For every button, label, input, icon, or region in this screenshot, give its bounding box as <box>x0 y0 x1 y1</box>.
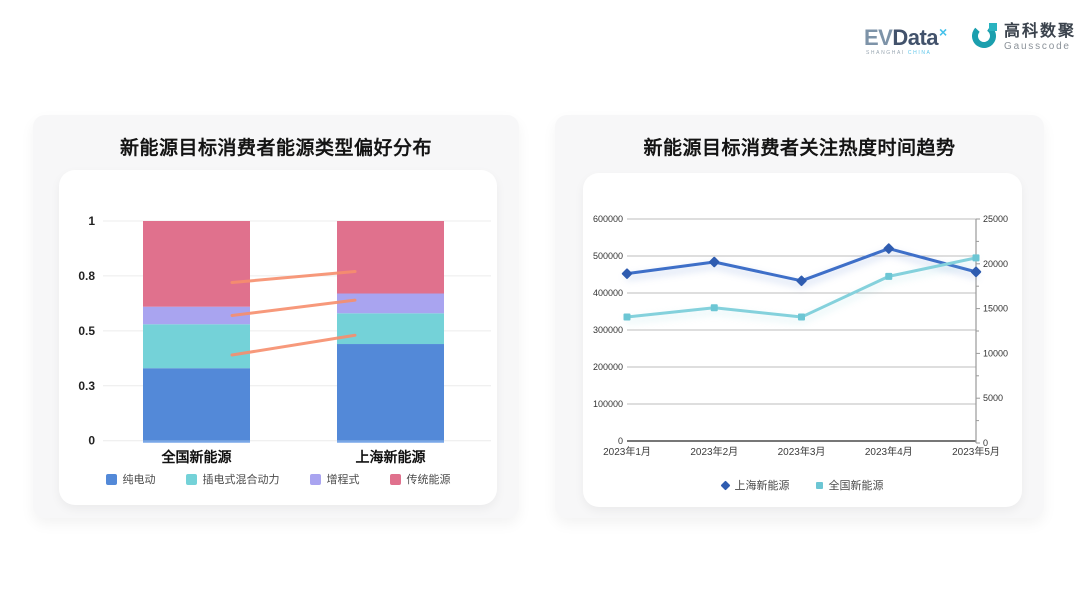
y-tick-label: 0.3 <box>78 379 95 393</box>
data-point-marker[interactable] <box>798 313 805 321</box>
bar-chart-title: 新能源目标消费者能源类型偏好分布 <box>119 138 432 159</box>
left-y-tick-label: 300000 <box>593 325 623 335</box>
connector-line <box>230 333 357 357</box>
right-y-tick-label: 20000 <box>983 259 1008 269</box>
evdata-x-icon: × <box>939 24 947 40</box>
evdata-logo-text: EVData× <box>864 24 947 50</box>
x-tick-label: 2023年5月 <box>952 445 1000 458</box>
bar-segment[interactable] <box>337 293 444 314</box>
x-tick-label: 2023年2月 <box>690 445 738 458</box>
bar-segment[interactable] <box>143 368 250 441</box>
bar-chart-panel: 0 0.3 0.5 0.8 1 全国新能源 上海新能源 纯电动 插电式混合动力 增程式 … <box>59 170 497 505</box>
data-point-marker[interactable] <box>709 256 720 268</box>
x-tick-label: 2023年1月 <box>603 445 651 458</box>
data-point-marker[interactable] <box>883 243 894 254</box>
right-y-tick-label: 5000 <box>983 393 1003 403</box>
bar-segment[interactable] <box>143 324 250 369</box>
connector-line <box>230 298 357 317</box>
line-chart-title: 新能源目标消费者关注热度时间趋势 <box>643 138 956 159</box>
gausscode-logo: 高科数聚 Gausscode <box>972 20 1076 55</box>
data-point-marker[interactable] <box>621 268 633 279</box>
legend-item-national[interactable]: 全国新能源 <box>815 477 884 493</box>
legend-swatch-icon <box>185 473 197 485</box>
data-point-marker[interactable] <box>796 275 807 287</box>
evdata-logo-subtext: SHANGHAI CHINA <box>866 50 932 56</box>
data-point-marker[interactable] <box>972 254 980 262</box>
bar-segment[interactable] <box>337 344 444 441</box>
gausscode-en-name: Gausscode <box>1004 40 1071 52</box>
data-point-marker[interactable] <box>710 304 718 312</box>
right-y-tick-label: 0 <box>983 438 988 448</box>
x-tick-label: 2023年4月 <box>865 445 913 458</box>
connector-line <box>230 270 357 285</box>
bar-segment[interactable] <box>143 306 250 325</box>
data-point-marker[interactable] <box>970 266 982 278</box>
bar-chart-legend: 纯电动 插电式混合动力 增程式 传统能源 <box>59 471 497 487</box>
right-y-tick-label: 15000 <box>983 304 1008 314</box>
bar-chart-card: 新能源目标消费者能源类型偏好分布 0 0.3 0.5 0.8 1 全国新能源 上海新能源… <box>33 115 519 518</box>
y-tick-label: 1 <box>88 214 95 228</box>
x-tick-label: 2023年3月 <box>778 445 826 458</box>
legend-item-traditional[interactable]: 传统能源 <box>389 471 451 487</box>
legend-swatch-icon <box>389 473 401 485</box>
right-y-tick-label: 10000 <box>983 348 1008 358</box>
legend-square-icon <box>815 481 823 489</box>
gausscode-icon <box>972 20 999 55</box>
data-point-marker[interactable] <box>623 313 631 321</box>
legend-swatch-icon <box>105 473 117 485</box>
legend-item-shanghai[interactable]: 上海新能源 <box>720 477 790 493</box>
bar-category-label: 全国新能源 <box>161 449 232 465</box>
left-y-tick-label: 400000 <box>593 288 623 298</box>
bar-segment[interactable] <box>143 221 250 307</box>
line-chart-panel: 0 100000 200000 300000 400000 500000 600000 0 50… <box>583 173 1022 507</box>
y-tick-label: 0.5 <box>78 324 95 338</box>
left-y-tick-label: 0 <box>618 436 623 446</box>
legend-item-erev[interactable]: 增程式 <box>309 471 360 487</box>
bar-segment[interactable] <box>337 221 444 294</box>
line-chart-legend: 上海新能源 全国新能源 <box>583 477 1022 493</box>
left-y-tick-label: 100000 <box>593 399 623 409</box>
y-tick-label: 0 <box>88 434 95 448</box>
line-chart-card: 新能源目标消费者关注热度时间趋势 0 100000 200000 300000 4000… <box>555 115 1044 518</box>
legend-diamond-icon <box>720 480 730 490</box>
left-y-tick-label: 200000 <box>593 362 623 372</box>
right-y-tick-label: 25000 <box>983 214 1008 224</box>
data-point-marker[interactable] <box>885 272 893 280</box>
legend-swatch-icon <box>309 473 321 485</box>
bar-category-label: 上海新能源 <box>355 449 426 465</box>
evdata-logo: EVData× SHANGHAI CHINA <box>864 22 947 56</box>
y-tick-label: 0.8 <box>78 269 95 283</box>
bar-chart-plot: 0 0.3 0.5 0.8 1 <box>78 214 491 448</box>
left-y-tick-label: 500000 <box>593 251 623 261</box>
gausscode-cn-name: 高科数聚 <box>1004 22 1077 40</box>
left-y-tick-label: 600000 <box>593 214 623 224</box>
line-chart-plot: 0 100000 200000 300000 400000 500000 600000 0 50… <box>593 214 1008 458</box>
bar-segment[interactable] <box>337 313 444 345</box>
legend-item-phev[interactable]: 插电式混合动力 <box>185 471 280 487</box>
legend-item-pure-ev[interactable]: 纯电动 <box>105 471 156 487</box>
